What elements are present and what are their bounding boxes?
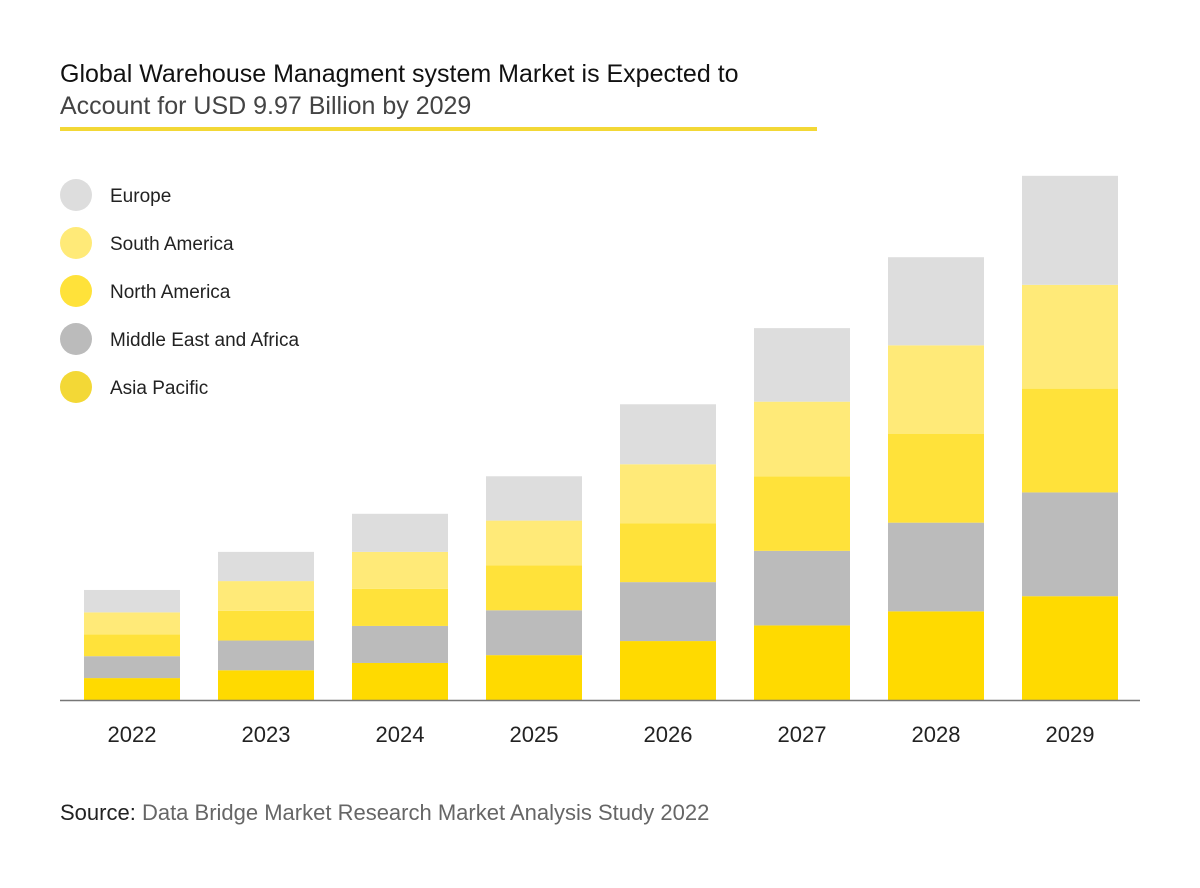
legend-swatch-asia-pacific (60, 371, 92, 403)
chart-subtitle: Account for USD 9.97 Billion by 2029 (60, 92, 472, 120)
bar-segment-europe-2029 (1022, 175, 1118, 285)
legend-swatch-europe (60, 179, 92, 211)
legend-label: North America (110, 282, 231, 303)
bar-segment-europe-2022 (84, 589, 180, 613)
legend-swatch-north-america (60, 275, 92, 307)
x-tick-label: 2023 (242, 722, 291, 747)
bar-segment-asia-pacific-2029 (1022, 596, 1118, 700)
bar-segment-north-america-2026 (620, 523, 716, 583)
bar-segment-south-america-2026 (620, 464, 716, 524)
bar-segment-asia-pacific-2025 (486, 655, 582, 700)
title-underline (60, 127, 817, 131)
bar-segment-north-america-2024 (352, 588, 448, 626)
legend-swatch-south-america (60, 227, 92, 259)
x-tick-label: 2024 (376, 722, 425, 747)
bar-segment-north-america-2025 (486, 565, 582, 611)
chart-title: Global Warehouse Managment system Market… (60, 60, 739, 88)
bar-segment-asia-pacific-2022 (84, 678, 180, 700)
x-tick-label: 2022 (108, 722, 157, 747)
bar-segment-middle-east-and-africa-2029 (1022, 492, 1118, 597)
bar-segment-north-america-2022 (84, 634, 180, 657)
bar-segment-south-america-2025 (486, 520, 582, 566)
bar-segment-asia-pacific-2027 (754, 625, 850, 700)
legend-label: Europe (110, 186, 171, 207)
bar-segment-south-america-2027 (754, 401, 850, 477)
bar-segment-north-america-2023 (218, 610, 314, 641)
bar-segment-europe-2028 (888, 257, 984, 346)
source-text: Data Bridge Market Research Market Analy… (135, 800, 710, 825)
bar-segment-middle-east-and-africa-2027 (754, 550, 850, 626)
bar-segment-europe-2023 (218, 551, 314, 582)
bar-segment-middle-east-and-africa-2022 (84, 656, 180, 679)
x-tick-label: 2027 (778, 722, 827, 747)
bar-segment-south-america-2022 (84, 612, 180, 635)
x-tick-label: 2029 (1046, 722, 1095, 747)
bar-segment-asia-pacific-2023 (218, 670, 314, 700)
bar-segment-europe-2025 (486, 476, 582, 521)
bar-segment-north-america-2029 (1022, 388, 1118, 493)
source-note: Source: Data Bridge Market Research Mark… (60, 800, 709, 826)
x-tick-label: 2026 (644, 722, 693, 747)
bar-segment-europe-2027 (754, 328, 850, 402)
legend-label: Middle East and Africa (110, 330, 299, 351)
bar-segment-europe-2024 (352, 513, 448, 552)
bar-segment-south-america-2023 (218, 581, 314, 611)
bar-segment-asia-pacific-2026 (620, 641, 716, 700)
bar-segment-middle-east-and-africa-2025 (486, 610, 582, 656)
legend-label: South America (110, 234, 234, 255)
legend-label: Asia Pacific (110, 378, 208, 399)
bar-segment-asia-pacific-2028 (888, 611, 984, 700)
bar-segment-europe-2026 (620, 404, 716, 465)
bar-segment-south-america-2024 (352, 551, 448, 589)
bar-segment-north-america-2028 (888, 434, 984, 523)
bar-segment-middle-east-and-africa-2028 (888, 522, 984, 612)
bar-segment-middle-east-and-africa-2023 (218, 640, 314, 671)
legend-swatch-middle-east-and-africa (60, 323, 92, 355)
bar-segment-middle-east-and-africa-2024 (352, 625, 448, 663)
bar-segment-middle-east-and-africa-2026 (620, 582, 716, 642)
bar-segment-north-america-2027 (754, 476, 850, 551)
x-tick-label: 2025 (510, 722, 559, 747)
bar-segment-asia-pacific-2024 (352, 662, 448, 700)
x-tick-label: 2028 (912, 722, 961, 747)
bar-segment-south-america-2029 (1022, 284, 1118, 389)
bar-segment-south-america-2028 (888, 345, 984, 435)
source-label: Source: (60, 800, 136, 825)
